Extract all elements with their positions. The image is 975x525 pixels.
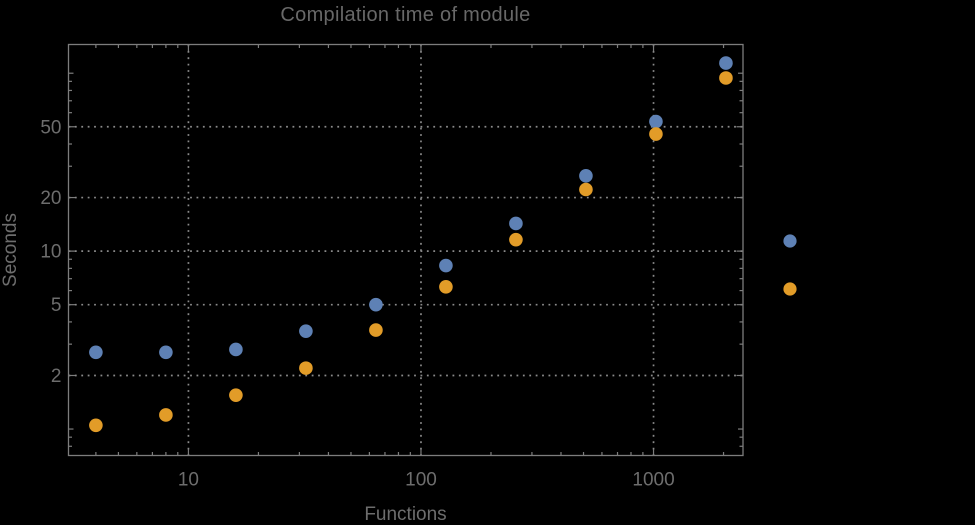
data-point-series-2 — [229, 388, 243, 402]
data-point-series-1 — [649, 114, 663, 129]
data-point-series-1 — [299, 324, 313, 338]
data-point-series-1 — [719, 56, 733, 70]
plot-frame — [67, 43, 744, 457]
data-point-series-2 — [509, 232, 523, 247]
y-tick-label: 5 — [51, 295, 62, 316]
data-point-series-2 — [159, 408, 173, 422]
data-point-series-1 — [369, 297, 383, 312]
y-tick-label: 20 — [40, 188, 61, 209]
data-point-series-2 — [719, 71, 733, 85]
legend-marker-series-2 — [783, 282, 797, 296]
x-tick-label: 1000 — [632, 470, 674, 491]
data-point-series-2 — [369, 323, 383, 337]
y-tick-label: 2 — [51, 366, 62, 387]
data-point-series-2 — [89, 418, 103, 433]
data-point-series-2 — [439, 280, 453, 294]
data-point-series-2 — [299, 361, 313, 375]
y-tick-label: 50 — [40, 117, 61, 138]
chart-title: Compilation time of module — [280, 4, 531, 26]
x-tick-label: 10 — [178, 470, 199, 491]
y-tick-label: 10 — [40, 242, 61, 263]
y-axis-label: Seconds — [0, 213, 21, 287]
legend-marker-series-1 — [783, 234, 797, 248]
x-tick-label: 100 — [405, 470, 437, 491]
data-point-series-2 — [579, 182, 593, 197]
data-point-series-1 — [159, 345, 173, 360]
data-point-series-1 — [229, 342, 243, 357]
data-point-series-1 — [89, 345, 103, 360]
data-point-series-1 — [509, 216, 523, 231]
x-axis-label: Functions — [364, 504, 447, 525]
data-point-series-2 — [649, 127, 663, 141]
data-point-series-1 — [579, 169, 593, 183]
data-point-series-1 — [439, 258, 453, 273]
